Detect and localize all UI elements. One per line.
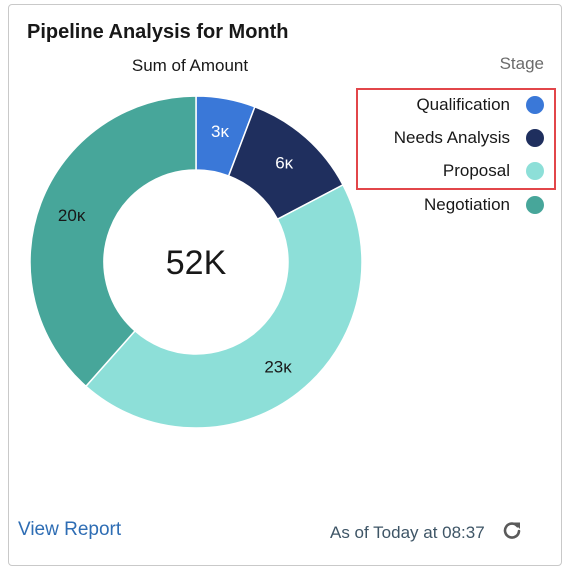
refresh-icon[interactable] — [500, 518, 524, 542]
slice-label-needs-analysis: 6κ — [275, 153, 293, 172]
legend-label: Negotiation — [423, 194, 510, 214]
chart-title: Sum of Amount — [131, 56, 249, 75]
legend-item-negotiation[interactable]: Negotiation — [304, 188, 544, 221]
center-total-label: 52Κ — [166, 244, 227, 282]
slice-label-negotiation: 20κ — [58, 206, 86, 225]
legend-swatch — [526, 162, 544, 181]
legend-item-proposal[interactable]: Proposal — [304, 155, 544, 188]
view-report-link[interactable]: View Report — [18, 519, 122, 540]
card-title: Pipeline Analysis for Month — [27, 21, 289, 43]
legend-label: Proposal — [442, 161, 510, 181]
legend-item-qualification[interactable]: Qualification — [304, 88, 544, 121]
legend: Stage Qualification Needs Analysis Proposa… — [304, 54, 544, 221]
slice-proposal[interactable] — [84, 183, 363, 429]
legend-swatch — [526, 128, 544, 147]
legend-label: Qualification — [416, 94, 510, 114]
legend-swatch — [526, 95, 544, 114]
legend-item-needs-analysis[interactable]: Needs Analysis — [304, 121, 544, 154]
highlight-box — [356, 88, 556, 190]
slice-label-proposal: 23κ — [264, 358, 292, 377]
slice-negotiation[interactable] — [29, 95, 197, 388]
legend-title: Stage — [499, 54, 544, 73]
timestamp-label: As of Today at 08:37 — [330, 523, 485, 542]
legend-label: Needs Analysis — [393, 127, 510, 147]
slice-label-qualification: 3κ — [211, 122, 229, 141]
legend-swatch — [526, 195, 544, 214]
